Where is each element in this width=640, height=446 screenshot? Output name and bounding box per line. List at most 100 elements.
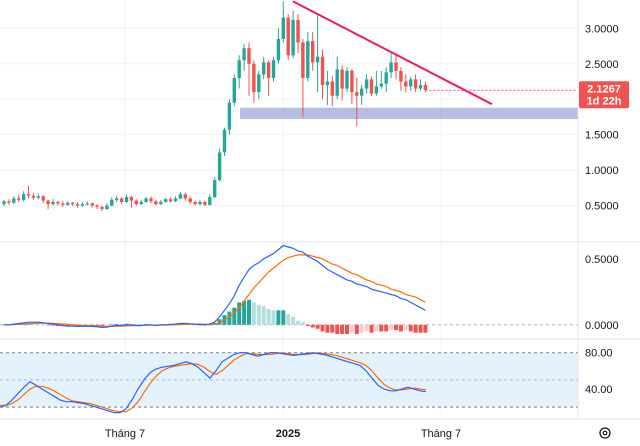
macd-histogram-bar (389, 324, 394, 331)
macd-histogram-bar (271, 310, 276, 325)
candle-body (168, 199, 173, 202)
resistance-trendline[interactable] (292, 0, 493, 106)
price-y-tick-4: 1.0000 (585, 165, 619, 177)
macd-histogram-bar (31, 323, 36, 325)
price-y-tick-0: 3.0000 (585, 23, 619, 35)
macd-histogram-bar (237, 302, 242, 325)
macd-histogram-bar (266, 308, 271, 325)
candle-body (262, 62, 266, 75)
candle-body (394, 62, 398, 71)
candle-body (355, 92, 359, 96)
candle-body (31, 195, 36, 198)
candle-body (66, 202, 70, 205)
candle-body (350, 70, 354, 93)
macd-histogram-bar (310, 324, 315, 328)
candle-body (291, 19, 295, 56)
settings-gear-ring (599, 427, 611, 439)
candle-body (222, 129, 227, 153)
candle-body (345, 70, 349, 89)
macd-histogram-bar (359, 324, 364, 333)
macd-histogram-bar (398, 324, 403, 332)
macd-y-tick-1: 0.0000 (585, 320, 619, 332)
candle-body (335, 69, 339, 96)
macd-histogram-bar (41, 324, 46, 326)
macd-histogram-bar (207, 324, 212, 326)
candle-body (360, 88, 364, 96)
macd-y-tick-0: 0.5000 (585, 254, 619, 266)
candle-body (315, 56, 320, 63)
candle-body (203, 202, 207, 205)
macd-histogram-bar (384, 324, 389, 332)
macd-histogram-bar (256, 305, 261, 325)
candle-countdown-label: 1d 22h (587, 95, 622, 107)
candle-body (217, 152, 222, 181)
candle-body (2, 201, 6, 205)
candle-body (51, 202, 55, 205)
macd-histogram-bar (114, 324, 119, 325)
candle-body (119, 198, 124, 203)
macd-histogram-bar (349, 324, 354, 333)
candle-body (301, 42, 305, 78)
macd-histogram-bar (95, 324, 100, 326)
candle-body (306, 41, 310, 78)
macd-histogram-bar (247, 299, 251, 325)
macd-histogram-bar (423, 324, 428, 333)
macd-histogram-bar (296, 320, 300, 325)
macd-histogram-bar (340, 324, 345, 335)
candle-body (237, 60, 241, 78)
last-price-badge (579, 81, 629, 109)
candle-body (311, 41, 315, 63)
candle-body (129, 197, 134, 201)
candle-body (154, 201, 158, 205)
macd-histogram-bar (335, 324, 340, 335)
macd-histogram-bar (227, 311, 232, 325)
candle-body (276, 38, 281, 61)
macd-histogram-bar (403, 324, 408, 331)
support-zone[interactable] (240, 107, 578, 120)
macd-histogram-bar (46, 324, 51, 326)
candle-body (188, 198, 192, 203)
candle-body (399, 70, 403, 82)
macd-histogram-bar (379, 324, 384, 332)
settings-gear-hub (602, 430, 608, 436)
candle-body (330, 81, 334, 96)
macd-histogram-bar (36, 323, 41, 325)
candle-body (144, 198, 148, 203)
candle-body (232, 77, 236, 103)
macd-histogram-bar (51, 324, 55, 326)
stoch-y-tick-1: 40.00 (585, 384, 613, 396)
candle-body (364, 79, 369, 89)
macd-histogram-bar (325, 324, 330, 333)
macd-histogram-bar (70, 324, 75, 327)
candle-body (164, 199, 168, 203)
candle-body (198, 202, 202, 205)
macd-line (4, 244, 426, 329)
candle-body (423, 85, 428, 91)
candle-body (404, 81, 408, 87)
candle-body (90, 203, 94, 206)
candle-body (178, 194, 183, 199)
candle-body (213, 180, 217, 198)
candle-body (252, 63, 256, 93)
settings-gear-icon[interactable] (599, 427, 611, 439)
price-y-tick-1: 2.5000 (585, 59, 619, 71)
candle-body (139, 202, 143, 205)
macd-histogram-bar (320, 324, 325, 332)
stoch-y-tick-0: 80.00 (585, 348, 613, 360)
candle-body (115, 198, 119, 200)
stoch-k-line (0, 352, 427, 414)
price-y-tick-3: 1.5000 (585, 130, 619, 142)
candle-body (409, 79, 413, 87)
macd-histogram-bar (394, 324, 398, 331)
candle-body (296, 19, 300, 43)
candle-body (286, 17, 290, 56)
candle-body (320, 56, 325, 86)
candle-body (281, 17, 285, 39)
candle-body (26, 194, 31, 196)
macd-histogram-bar (369, 324, 374, 333)
candle-body (70, 202, 75, 205)
macd-histogram-bar (413, 324, 418, 333)
macd-histogram-bar (100, 324, 104, 327)
last-price-label: 2.1267 (587, 83, 621, 95)
candle-body (7, 201, 11, 203)
